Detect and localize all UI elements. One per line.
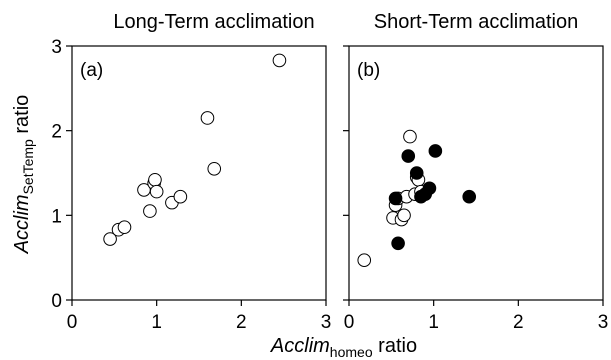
open-point-a-6 bbox=[148, 172, 162, 187]
panel-b-title: Short-Term acclimation bbox=[374, 11, 579, 33]
open-point-a-4 bbox=[143, 204, 157, 218]
x-axis-label-main: Acclim bbox=[270, 335, 330, 357]
y-tick-label-a-2: 2 bbox=[51, 122, 62, 143]
filled-point-b-6 bbox=[422, 181, 437, 196]
x-tick-label-b-3: 3 bbox=[598, 312, 609, 333]
open-point-b-7 bbox=[403, 129, 417, 144]
panel-a-y-ticks: 0 1 2 3 bbox=[51, 37, 72, 312]
y-tick-label-a-1: 1 bbox=[51, 206, 62, 227]
y-axis-label: AcclimSetTemp ratio bbox=[11, 95, 36, 255]
panel-a-label: (a) bbox=[80, 60, 103, 81]
x-axis-label: Acclimhomeo ratio bbox=[270, 335, 417, 360]
x-tick-label-b-1: 1 bbox=[428, 312, 439, 333]
x-tick-label-a-1: 1 bbox=[151, 312, 162, 333]
y-axis-label-main: Acclim bbox=[11, 194, 33, 254]
panel-a-points bbox=[103, 53, 287, 246]
y-tick-label-a-0: 0 bbox=[51, 291, 62, 312]
open-point-a-10 bbox=[200, 111, 215, 125]
x-tick-label-b-0: 0 bbox=[344, 312, 355, 333]
y-axis-label-sub: SetTemp bbox=[20, 139, 36, 194]
open-point-a-9 bbox=[173, 189, 188, 204]
panel-b-frame bbox=[348, 45, 604, 301]
open-point-b-5 bbox=[397, 208, 411, 223]
x-axis-label-tail: ratio bbox=[373, 335, 417, 357]
filled-point-b-8 bbox=[462, 189, 477, 204]
x-tick-label-b-2: 2 bbox=[513, 312, 524, 333]
open-point-a-0 bbox=[103, 232, 117, 246]
panel-a-x-ticks: 0 1 2 3 bbox=[67, 300, 332, 333]
panel-a-frame bbox=[71, 45, 327, 301]
open-point-a-2 bbox=[117, 220, 132, 234]
filled-point-b-0 bbox=[388, 191, 403, 206]
panel-short-term: Short-Term acclimation (b) 0 1 2 3 bbox=[343, 11, 608, 333]
filled-point-b-2 bbox=[401, 149, 416, 163]
open-point-a-11 bbox=[207, 161, 222, 176]
y-tick-label-a-3: 3 bbox=[51, 37, 62, 58]
y-axis-label-tail: ratio bbox=[11, 95, 33, 139]
x-tick-label-a-3: 3 bbox=[321, 312, 332, 333]
filled-point-b-7 bbox=[428, 144, 443, 158]
panel-long-term: Long-Term acclimation (a) 0 1 2 3 0 1 2 3 bbox=[51, 11, 331, 333]
x-axis-label-sub: homeo bbox=[330, 344, 373, 360]
panel-b-label: (b) bbox=[357, 60, 380, 81]
open-point-a-7 bbox=[149, 184, 164, 199]
panel-b-x-ticks: 0 1 2 3 bbox=[343, 45, 609, 333]
x-tick-label-a-2: 2 bbox=[236, 312, 247, 333]
x-tick-label-a-0: 0 bbox=[67, 312, 78, 333]
panel-b-points bbox=[357, 129, 477, 268]
open-point-b-0 bbox=[357, 253, 372, 268]
open-point-a-12 bbox=[272, 53, 287, 68]
panel-a-title: Long-Term acclimation bbox=[113, 11, 314, 33]
filled-point-b-1 bbox=[391, 236, 405, 251]
filled-point-b-3 bbox=[409, 166, 424, 180]
